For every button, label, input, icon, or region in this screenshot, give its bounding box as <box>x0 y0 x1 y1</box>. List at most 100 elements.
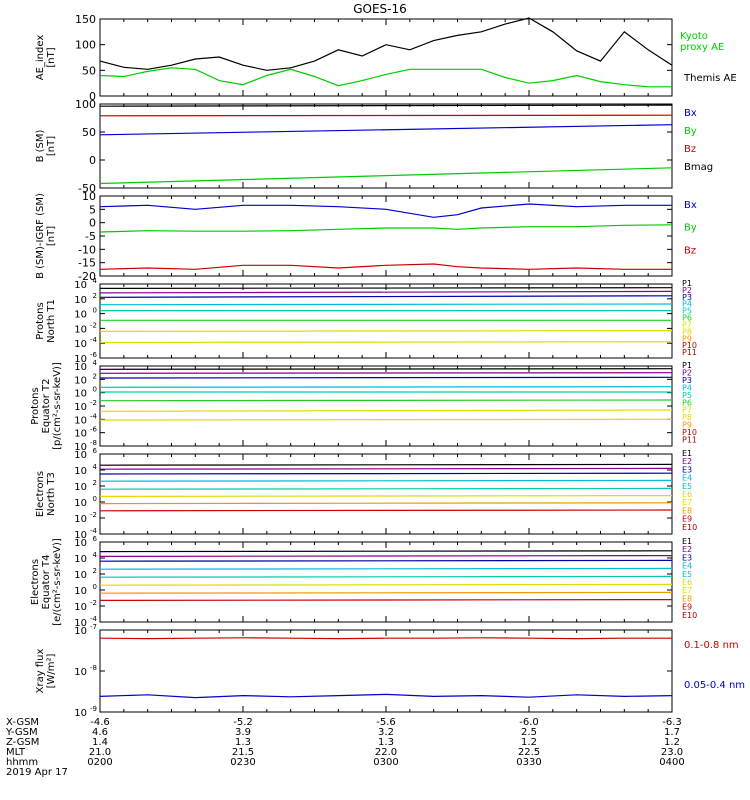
series-line-e7 <box>99 591 673 594</box>
series-line-e8 <box>99 509 673 512</box>
ephemeris-value: 1.4 <box>92 737 108 748</box>
y-tick-label: 10 <box>74 362 87 373</box>
y-tick-label: 10 <box>74 667 87 678</box>
y-tick-label: 10 <box>82 190 96 203</box>
legend-entry: P5 <box>682 391 692 400</box>
ephemeris-value: 22.5 <box>518 747 540 758</box>
legend-entry: 0.1-0.8 nm <box>684 640 739 651</box>
series-line-p7 <box>99 409 673 412</box>
legend-entry: P4 <box>682 300 692 309</box>
legend-entry: P3 <box>682 293 692 302</box>
y-tick-label-exponent: 4 <box>93 551 98 559</box>
legend-entry: P2 <box>682 368 692 377</box>
series-line-p1 <box>99 368 673 370</box>
y-tick-label: 10 <box>74 354 87 365</box>
y-axis-label: North T3 <box>46 472 57 516</box>
ephemeris-value: 0330 <box>516 757 541 768</box>
y-axis-label: Electrons <box>30 559 41 605</box>
ephemeris-value: 4.6 <box>92 727 108 738</box>
ephemeris-row-label: hhmm <box>6 757 38 768</box>
ephemeris-value: 21.5 <box>232 747 254 758</box>
y-tick-label: 10 <box>74 442 87 453</box>
series-line-e5 <box>99 575 673 578</box>
series-line-bx <box>99 203 672 218</box>
y-tick-label-exponent: 2 <box>93 567 97 575</box>
legend-entry: E4 <box>682 562 692 571</box>
series-line-p4 <box>99 303 673 306</box>
ephemeris-value: 1.7 <box>664 727 680 738</box>
series-line-p3 <box>99 376 673 379</box>
series-line-e1 <box>99 550 673 553</box>
y-tick-label: 10 <box>74 375 87 386</box>
series-line-bz <box>99 263 672 270</box>
ephemeris-value: 0400 <box>659 757 684 768</box>
y-tick-label: -15 <box>78 257 96 270</box>
legend-entry: E7 <box>682 498 692 507</box>
legend-entry: Themis AE <box>683 73 737 84</box>
y-tick-label: 10 <box>74 324 87 335</box>
legend-entry: E10 <box>682 523 697 532</box>
legend-entry: Bz <box>684 144 696 155</box>
ephemeris-value: 1.2 <box>664 737 680 748</box>
legend-entry: E1 <box>682 449 692 458</box>
series-line-e5 <box>99 487 673 490</box>
panel-frame-4 <box>99 283 673 359</box>
y-tick-label-exponent: 0 <box>93 583 97 591</box>
legend-entry: P6 <box>682 398 692 407</box>
legend-entry: P1 <box>682 279 692 288</box>
y-axis-label: Equator T4 <box>41 555 52 610</box>
y-tick-label-exponent: 4 <box>93 359 98 367</box>
series-line-p6 <box>99 399 673 402</box>
y-tick-label: 100 <box>75 39 96 52</box>
y-tick-label: 10 <box>74 295 87 306</box>
y-axis-label: Electrons <box>35 471 46 517</box>
y-tick-label: 10 <box>74 402 87 413</box>
legend-entry: P11 <box>682 348 697 357</box>
y-tick-label-exponent: -4 <box>90 336 98 344</box>
y-tick-label-exponent: -2 <box>90 599 97 607</box>
series-line-e3 <box>99 472 673 475</box>
y-tick-label: 10 <box>74 415 87 426</box>
y-tick-label-exponent: 4 <box>93 277 98 285</box>
legend-entry: Kyoto <box>680 31 708 42</box>
y-tick-label: 10 <box>74 514 87 525</box>
y-axis-label: Protons <box>35 302 46 339</box>
y-axis-label: B (SM)-IGRF (SM) <box>35 193 46 279</box>
legend-entry: Bz <box>684 245 696 256</box>
ephemeris-value: 3.9 <box>235 727 251 738</box>
y-tick-label: 150 <box>75 13 96 26</box>
legend-entry: E5 <box>682 482 692 491</box>
legend-entry: P2 <box>682 286 692 295</box>
legend-entry: E10 <box>682 611 697 620</box>
ephemeris-value: -6.3 <box>662 717 682 728</box>
legend-entry: E3 <box>682 465 692 474</box>
legend-entry: P4 <box>682 383 692 392</box>
legend-entry: P6 <box>682 314 692 323</box>
ephemeris-value: 21.0 <box>89 747 111 758</box>
y-tick-label-exponent: 6 <box>93 535 98 543</box>
ephemeris-value: 2.5 <box>521 727 537 738</box>
ephemeris-value: 23.0 <box>661 747 683 758</box>
legend-entry: E2 <box>682 457 692 466</box>
y-tick-label: 5 <box>89 203 96 216</box>
series-line-e1 <box>99 463 673 466</box>
y-tick-label-exponent: -6 <box>90 351 98 359</box>
series-line-e6 <box>99 495 673 497</box>
date-label: 2019 Apr 17 <box>6 767 68 778</box>
y-tick-label-exponent: -7 <box>90 623 97 631</box>
legend-entry: P10 <box>682 428 697 437</box>
legend-entry: By <box>684 126 697 137</box>
y-tick-label: 10 <box>74 339 87 350</box>
y-tick-label-exponent: -6 <box>90 426 98 434</box>
ephemeris-value: 0200 <box>87 757 112 768</box>
y-tick-label: 0 <box>89 217 96 230</box>
y-tick-label: 10 <box>74 538 87 549</box>
series-line-p7 <box>99 330 673 332</box>
y-tick-label-exponent: 4 <box>93 463 98 471</box>
legend-entry: P7 <box>682 320 692 329</box>
legend-entry: E5 <box>682 570 692 579</box>
panel-frame-6 <box>99 453 673 535</box>
panel-frame-7 <box>99 541 673 623</box>
legend-entry: P10 <box>682 341 697 350</box>
